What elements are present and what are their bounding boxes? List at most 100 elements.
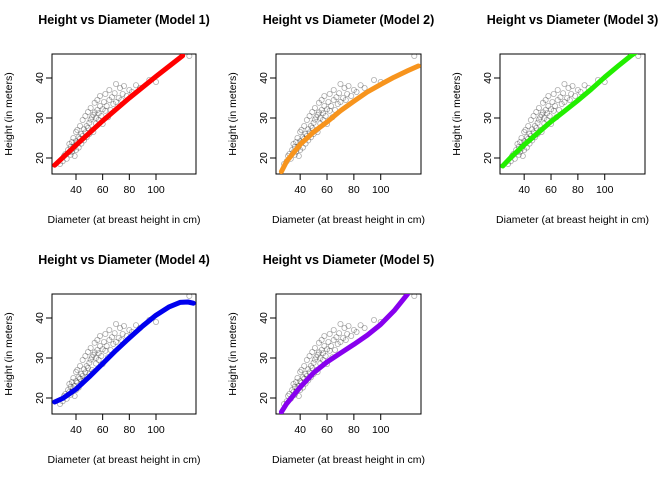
data-point [411,294,418,299]
data-point [113,99,120,106]
data-point [533,125,540,132]
data-point [518,134,525,141]
data-point [315,99,322,106]
data-point [525,123,532,130]
data-point [309,109,316,116]
scatter-points [281,54,418,167]
y-tick-label: 40 [482,72,494,84]
data-point [106,97,113,104]
data-point [132,82,139,89]
data-point [333,334,340,341]
data-point [332,346,339,353]
data-point [530,113,537,120]
data-point [572,93,579,100]
data-point [290,140,297,147]
data-point [539,109,546,116]
data-point [566,97,573,104]
data-point [66,140,73,147]
data-point [328,342,335,349]
data-point [87,105,94,112]
data-point [357,82,364,89]
data-point [348,332,355,339]
data-point [311,344,318,351]
data-point [564,95,571,102]
data-point [101,99,108,106]
data-point [86,119,93,126]
data-point [336,90,343,97]
x-tick-label: 100 [147,184,165,196]
plot-frame [275,53,422,175]
data-point [342,97,349,104]
data-point [561,99,568,106]
y-axis-label: Height (in meters) [451,72,463,155]
data-point [337,81,344,88]
data-point [324,106,331,113]
data-point [337,338,344,345]
data-point [533,109,540,116]
data-point [294,374,301,381]
data-point [101,338,108,345]
data-point [574,87,581,94]
data-point [522,127,529,134]
x-tick-label: 80 [123,184,135,196]
data-point [535,105,542,112]
fit-line [278,63,421,174]
data-point [74,366,81,373]
x-tick-label: 80 [123,424,135,436]
data-point [106,326,113,333]
data-point [75,374,82,381]
data-point [99,106,106,113]
data-point [325,99,332,106]
data-point [94,97,101,104]
data-point [313,354,320,361]
y-axis-label: Height (in meters) [227,312,239,395]
data-point [89,114,96,121]
chart-panel-4: Height vs Diameter (Model 4) 40 60 80 100 20 3… [3,253,210,466]
chart-panel-3: Height vs Diameter (Model 3) 40 60 80 100 20 3… [451,13,658,226]
data-point [126,326,133,333]
fit-line [278,294,411,414]
data-point [93,115,100,122]
data-point [328,103,335,110]
data-point [309,348,316,355]
scatter-points [57,54,193,167]
data-point [534,119,541,126]
data-point [294,134,301,141]
data-point [319,350,326,357]
data-point [82,369,89,376]
data-point [290,380,297,387]
data-point [581,82,588,89]
data-point [577,89,584,96]
x-tick-label: 60 [97,424,109,436]
data-point [85,109,92,116]
data-point [321,103,328,110]
data-point [121,83,128,90]
data-point [102,107,109,114]
data-point [102,347,109,354]
data-point [345,83,352,90]
data-point [361,324,368,331]
data-point [91,99,98,106]
data-point [550,107,557,114]
data-point [106,87,113,94]
data-point [526,130,533,137]
chart-panel-2: Height vs Diameter (Model 2) 40 60 80 100 20 3… [227,13,434,226]
data-point [548,106,555,113]
data-point [552,103,559,110]
data-point [301,362,308,369]
data-point [321,332,328,339]
data-point [531,123,538,130]
data-point [152,318,159,325]
data-point [344,91,351,98]
data-point [299,374,306,381]
data-point [330,326,337,333]
data-point [83,123,90,130]
data-point [542,97,549,104]
data-point [314,351,321,358]
data-point [301,123,308,130]
plot-frame [51,293,197,415]
data-point [95,350,102,357]
x-tick-label: 80 [572,184,584,196]
data-point [77,123,84,130]
data-point [307,123,314,130]
